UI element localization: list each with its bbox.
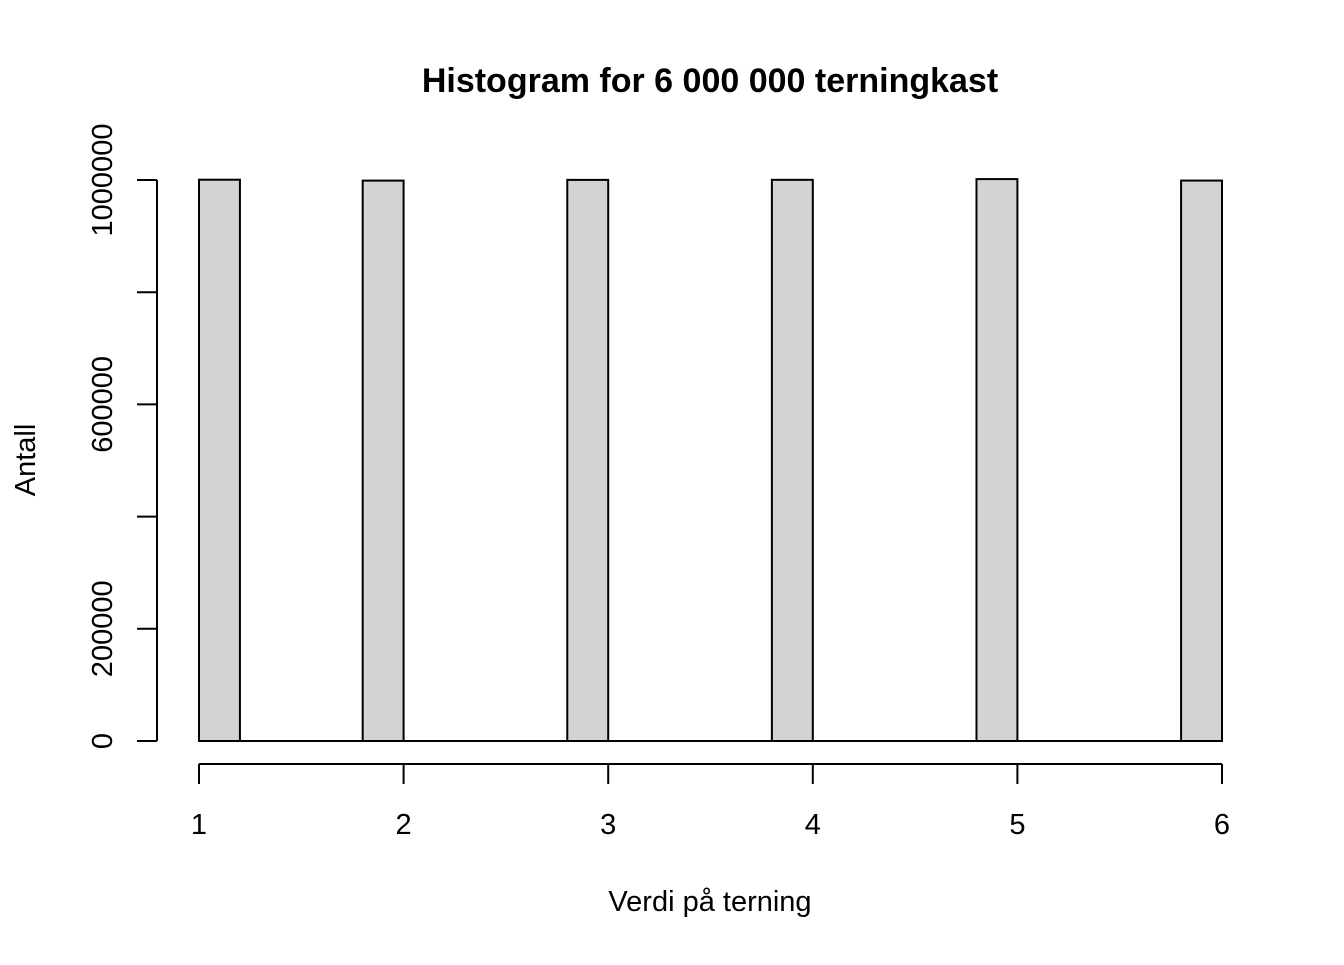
- histogram-bars: [198, 178, 1223, 743]
- x-tick-label-3: 3: [600, 809, 616, 841]
- x-tick-label-2: 2: [396, 809, 412, 841]
- histogram-bar-5: [975, 178, 1019, 742]
- y-tick-label-0: 0: [87, 733, 119, 749]
- y-tick-label-600000: 600000: [87, 356, 119, 453]
- x-tick-label-1: 1: [191, 809, 207, 841]
- histogram-bar-1: [198, 178, 241, 743]
- y-tick-label-1000000: 1000000: [87, 124, 119, 237]
- x-axis-label: Verdi på terning: [608, 886, 811, 918]
- chart-title: Histogram for 6 000 000 terningkast: [422, 62, 998, 100]
- histogram-bar-4: [770, 178, 814, 742]
- y-tick-label-200000: 200000: [87, 580, 119, 677]
- histogram-bar-2: [361, 179, 405, 742]
- histogram-bar-3: [566, 178, 610, 742]
- y-axis: 0 200000 600000 1000000: [87, 124, 158, 749]
- x-tick-label-5: 5: [1009, 809, 1025, 841]
- y-axis-label: Antall: [10, 424, 42, 497]
- x-tick-label-4: 4: [805, 809, 821, 841]
- x-tick-label-6: 6: [1214, 809, 1230, 841]
- histogram-bar-6: [1180, 179, 1223, 743]
- x-axis: 1 2 3 4 5 6: [191, 763, 1230, 841]
